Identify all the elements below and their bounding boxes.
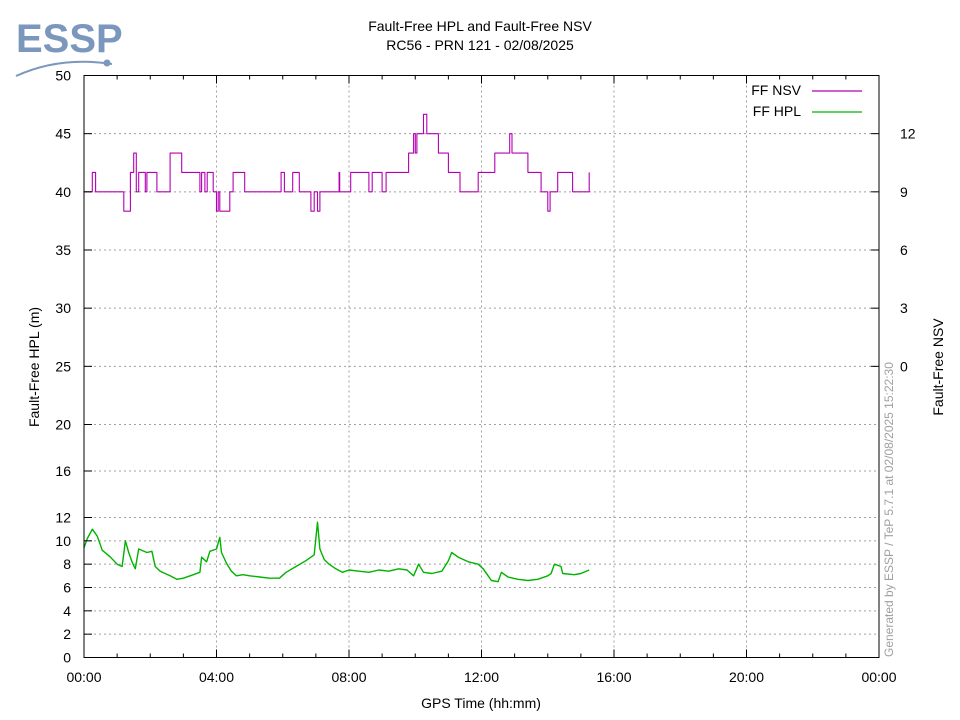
y2-tick-label: 0: [900, 358, 908, 374]
x-tick-label: 08:00: [331, 669, 366, 685]
grid: [84, 75, 879, 658]
y-tick-label: 25: [55, 358, 71, 374]
x-tick-label: 20:00: [729, 669, 764, 685]
x-tick-label: 16:00: [596, 669, 631, 685]
series-line-nsv: [84, 113, 590, 212]
y-tick-label: 45: [55, 126, 71, 142]
series-line-hpl: [83, 521, 590, 583]
series-layer: [83, 113, 590, 583]
y-tick-label: 2: [63, 626, 71, 642]
y2-axis-label: Fault-Free NSV: [930, 318, 946, 416]
y-tick-label: 4: [63, 603, 71, 619]
y-tick-label: 20: [55, 417, 71, 433]
watermark-text: Generated by ESSP / TeP 5.7.1 at 02/08/2…: [882, 362, 896, 657]
y-tick-label: 40: [55, 184, 71, 200]
legend-label-nsv: FF NSV: [751, 82, 801, 98]
x-tick-label: 00:00: [861, 669, 896, 685]
y2-tick-label: 6: [900, 242, 908, 258]
chart-subtitle: RC56 - PRN 121 - 02/08/2025: [386, 37, 574, 53]
x-axis-label: GPS Time (hh:mm): [421, 695, 541, 711]
y-tick-label: 12: [55, 510, 71, 526]
y2-tick-label: 3: [900, 300, 908, 316]
chart-title: Fault-Free HPL and Fault-Free NSV: [368, 18, 592, 34]
axes: 0 2 4 6 8 10 12 16 20 25 30 35 40 45 50 0 3 6 9 12 00:00 04:0…: [55, 68, 915, 686]
legend-label-hpl: FF HPL: [753, 103, 801, 119]
y2-tick-label: 9: [900, 184, 908, 200]
y-tick-label: 35: [55, 242, 71, 258]
y-tick-label: 6: [63, 580, 71, 596]
x-tick-label: 00:00: [66, 669, 101, 685]
logo-text: ESSP: [16, 17, 123, 61]
x-tick-label: 12:00: [464, 669, 499, 685]
essp-logo: ESSP: [15, 17, 123, 77]
y2-tick-label: 12: [900, 126, 916, 142]
y-tick-label: 30: [55, 300, 71, 316]
y-tick-label: 10: [55, 533, 71, 549]
y-tick-label: 8: [63, 556, 71, 572]
y-tick-label: 50: [55, 68, 71, 84]
legend: FF NSV FF HPL: [751, 82, 862, 119]
logo-swoosh: [15, 60, 113, 77]
x-tick-label: 04:00: [199, 669, 234, 685]
logo-dot: [103, 59, 111, 67]
y-tick-label: 16: [55, 463, 71, 479]
y-axis-label: Fault-Free HPL (m): [26, 307, 42, 427]
y-tick-label: 0: [63, 650, 71, 666]
